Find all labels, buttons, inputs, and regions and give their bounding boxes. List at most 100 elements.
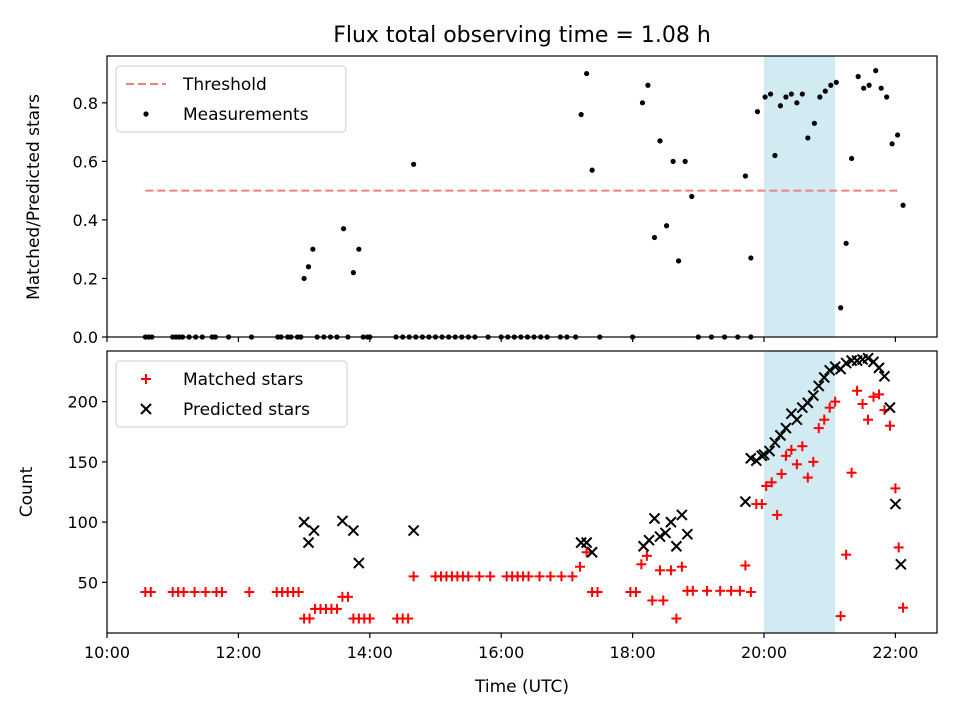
predicted-star-marker bbox=[336, 515, 349, 527]
matched-star-marker bbox=[791, 459, 802, 470]
x-tick-label: 14:00 bbox=[347, 643, 393, 662]
x-tick-label: 16:00 bbox=[478, 643, 524, 662]
measurement-point bbox=[578, 111, 584, 118]
matched-star-marker bbox=[776, 468, 787, 479]
measurement-point bbox=[833, 79, 839, 85]
matched-star-marker bbox=[647, 595, 658, 606]
predicted-star-marker bbox=[681, 528, 694, 540]
predicted-star-marker bbox=[862, 352, 874, 364]
measurement-point bbox=[301, 275, 307, 282]
matched-star-marker bbox=[893, 542, 904, 553]
measurement-point bbox=[878, 85, 884, 91]
matched-star-marker bbox=[592, 587, 603, 598]
measurement-point bbox=[767, 91, 774, 97]
matched-star-marker bbox=[641, 550, 652, 561]
y-tick-label: 0.4 bbox=[73, 211, 98, 230]
matched-star-marker bbox=[523, 571, 534, 582]
predicted-star-marker bbox=[824, 364, 836, 376]
y-tick-label: 0.6 bbox=[73, 152, 98, 171]
measurement-point bbox=[675, 258, 682, 264]
matched-star-marker bbox=[474, 571, 485, 582]
measurement-point bbox=[748, 255, 754, 261]
legend-label: Measurements bbox=[183, 105, 309, 125]
measurement-point bbox=[873, 68, 879, 74]
measurement-point bbox=[340, 226, 347, 232]
matched-star-marker bbox=[819, 414, 830, 425]
matched-star-marker bbox=[178, 587, 189, 598]
legend-label: Threshold bbox=[182, 75, 267, 95]
measurement-point bbox=[651, 234, 658, 241]
predicted-star-marker bbox=[895, 558, 907, 571]
predicted-star-marker bbox=[791, 413, 803, 426]
matched-star-marker bbox=[687, 585, 698, 596]
y-axis-label: Matched/Predicted stars bbox=[24, 94, 44, 300]
matched-star-marker bbox=[145, 587, 156, 598]
predicted-star-marker bbox=[407, 524, 420, 537]
predicted-star-marker bbox=[813, 380, 825, 392]
measurement-point bbox=[742, 173, 748, 179]
measurement-point bbox=[799, 91, 805, 97]
y-tick-label: 50 bbox=[78, 573, 98, 592]
matched-star-marker bbox=[830, 396, 841, 407]
x-tick-label: 20:00 bbox=[741, 643, 787, 662]
measurement-point bbox=[663, 223, 670, 229]
matched-star-marker bbox=[545, 571, 556, 582]
matched-star-marker bbox=[786, 444, 797, 455]
legend-box bbox=[115, 360, 348, 428]
predicted-star-marker bbox=[802, 397, 814, 409]
measurement-point bbox=[889, 141, 895, 147]
matched-star-marker bbox=[658, 595, 669, 606]
matched-star-marker bbox=[665, 565, 676, 576]
matched-star-marker bbox=[813, 423, 824, 434]
x-tick-label: 22:00 bbox=[872, 643, 918, 662]
predicted-star-marker bbox=[670, 540, 683, 552]
measurement-point bbox=[762, 94, 768, 100]
measurement-point bbox=[900, 202, 906, 208]
measurement-point bbox=[855, 73, 861, 80]
measurement-point bbox=[805, 135, 811, 141]
matched-star-marker bbox=[556, 571, 567, 582]
matched-star-marker bbox=[857, 399, 868, 410]
y-axis-label: Count bbox=[17, 466, 37, 517]
measurement-point bbox=[828, 82, 834, 88]
matched-star-marker bbox=[654, 565, 665, 576]
matched-star-marker bbox=[802, 472, 813, 483]
predicted-star-marker bbox=[353, 557, 365, 569]
y-tick-label: 100 bbox=[67, 513, 98, 532]
matched-star-marker bbox=[740, 560, 751, 571]
x-tick-label: 10:00 bbox=[84, 643, 130, 662]
matched-star-marker bbox=[841, 549, 852, 560]
predicted-star-marker bbox=[648, 512, 661, 525]
matched-star-marker bbox=[766, 477, 777, 488]
matched-star-marker bbox=[715, 585, 726, 596]
axes-frame bbox=[106, 350, 938, 634]
measurement-point bbox=[772, 152, 778, 159]
measurement-point bbox=[794, 100, 800, 106]
measurement-point bbox=[777, 103, 784, 109]
measurement-point bbox=[843, 240, 849, 246]
measurement-point bbox=[895, 132, 901, 138]
predicted-star-marker bbox=[586, 546, 598, 558]
matched-star-marker bbox=[846, 467, 857, 478]
predicted-star-marker bbox=[889, 498, 902, 510]
predicted-star-marker bbox=[654, 530, 666, 543]
matched-star-marker bbox=[898, 602, 909, 613]
axes-frame bbox=[106, 55, 938, 338]
matched-star-marker bbox=[884, 420, 895, 431]
predicted-star-marker bbox=[659, 527, 672, 539]
measurement-point bbox=[817, 94, 823, 100]
measurement-point bbox=[788, 91, 794, 97]
measurement-point bbox=[849, 155, 855, 162]
matched-star-marker bbox=[671, 613, 682, 624]
legend-label: Predicted stars bbox=[183, 400, 310, 420]
measurement-point bbox=[645, 82, 651, 88]
predicted-star-marker bbox=[676, 509, 688, 521]
predicted-star-marker bbox=[739, 495, 752, 508]
legend-label: Matched stars bbox=[183, 370, 303, 390]
matched-star-marker bbox=[567, 571, 578, 582]
matched-star-marker bbox=[200, 587, 211, 598]
measurement-point bbox=[682, 158, 688, 164]
panel-ratio: 0.0 0.2 0.4 0.6 0.8 Matched/Predicted stars Th… bbox=[24, 55, 938, 347]
matched-star-marker bbox=[761, 480, 772, 491]
